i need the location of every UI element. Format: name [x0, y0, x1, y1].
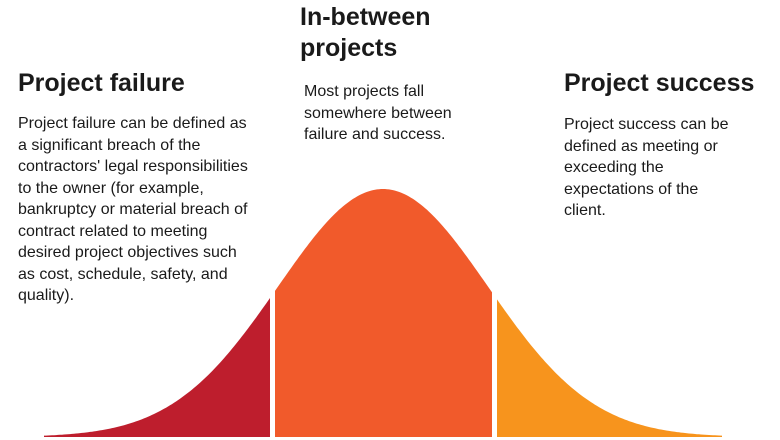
in-between-region [275, 189, 492, 437]
in-between-description: Most projects fall somewhere between fai… [304, 83, 452, 143]
failure-heading: Project failure [18, 69, 185, 97]
failure-description: Project failure can be defined as a sign… [18, 115, 248, 304]
success-description: Project success can be defined as meetin… [564, 116, 729, 219]
in-between-heading: In-between projects [300, 3, 431, 62]
failure-region [44, 298, 270, 437]
success-heading: Project success [564, 69, 755, 97]
success-region [497, 299, 722, 437]
